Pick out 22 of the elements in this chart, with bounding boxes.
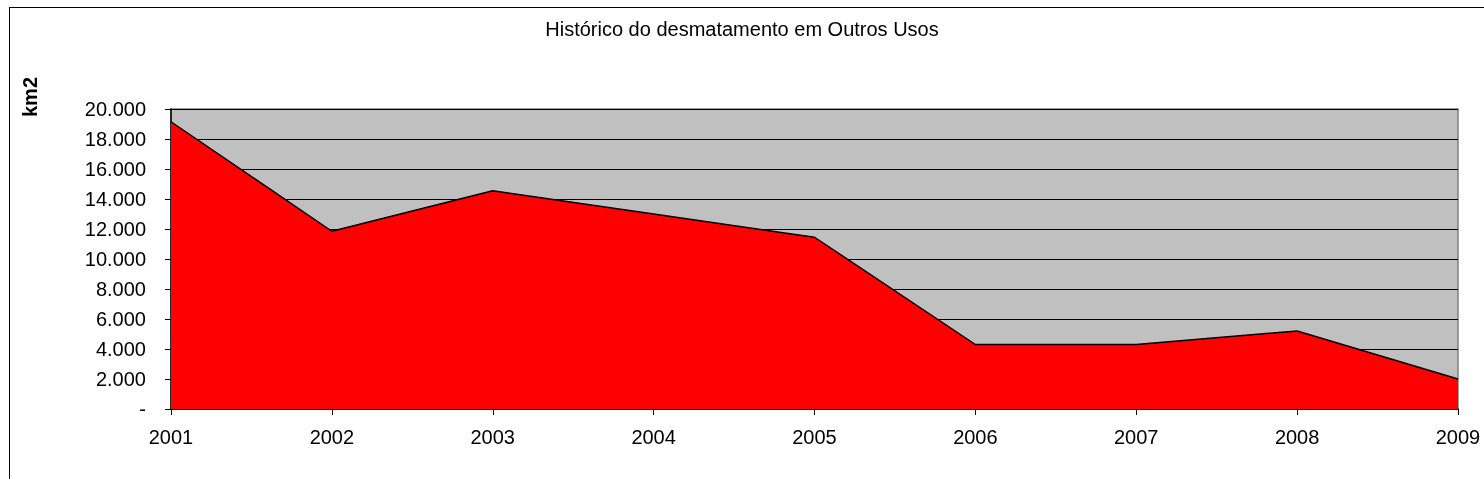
y-tick-label: 6.000 xyxy=(95,308,146,330)
y-tick-label: 12.000 xyxy=(84,218,146,240)
y-tick-label: 18.000 xyxy=(84,128,146,150)
x-tick-label: 2006 xyxy=(953,426,998,448)
y-tick-label: 4.000 xyxy=(95,338,146,360)
x-tick-label: 2008 xyxy=(1274,426,1320,448)
x-tick-label: 2002 xyxy=(309,426,355,448)
x-tick-label: 2004 xyxy=(631,426,676,448)
y-tick-label: 2.000 xyxy=(95,368,146,390)
y-tick-label: 8.000 xyxy=(95,278,146,300)
x-tick-label: 2001 xyxy=(148,426,194,448)
x-tick-label: 2007 xyxy=(1114,426,1159,448)
y-tick-label: 16.000 xyxy=(84,158,146,180)
y-tick-label: 14.000 xyxy=(84,188,146,210)
x-tick-label: 2009 xyxy=(1435,426,1481,448)
y-tick-label: 10.000 xyxy=(84,248,146,270)
chart-title: Histórico do desmatamento em Outros Usos xyxy=(545,18,939,40)
x-tick-label: 2003 xyxy=(470,426,515,448)
y-tick-label: 20.000 xyxy=(84,98,146,120)
x-tick-label: 2005 xyxy=(792,426,837,448)
y-axis-title: km2 xyxy=(19,77,41,118)
y-tick-label: - xyxy=(139,398,146,420)
